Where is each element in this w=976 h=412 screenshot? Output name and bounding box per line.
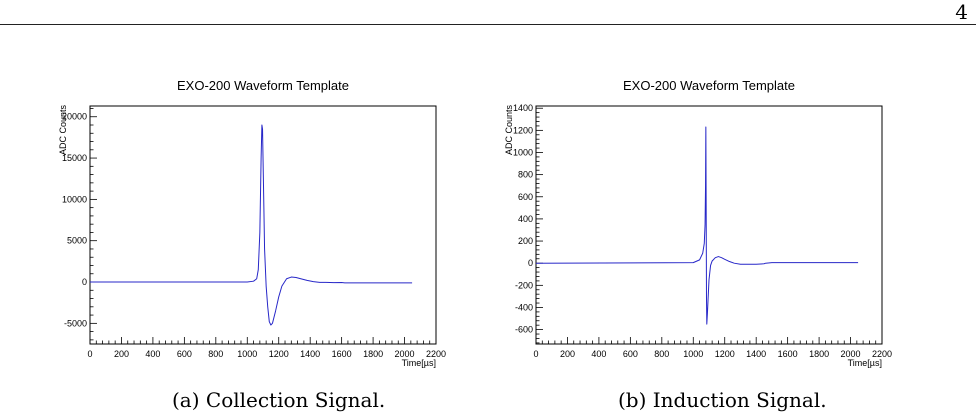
- y-axis-label: ADC Counts: [58, 105, 68, 156]
- induction-signal-plot: EXO-200 Waveform Template 0 200 400 600 800 10…: [504, 78, 892, 368]
- caption-induction: (b) Induction Signal.: [618, 388, 827, 412]
- y-tick-label: 20000: [62, 112, 87, 122]
- page-number: 4: [955, 0, 968, 24]
- x-tick-label: 2200: [426, 349, 446, 359]
- x-tick-label: 1800: [809, 349, 829, 359]
- x-tick-label: 1600: [778, 349, 798, 359]
- y-tick-label: 400: [518, 214, 533, 224]
- x-tick-label: 1600: [332, 349, 352, 359]
- y-tick-label: 15000: [62, 153, 87, 163]
- x-tick-label: 600: [623, 349, 638, 359]
- y-tick-label: 1200: [513, 125, 533, 135]
- x-tick-label: 1400: [300, 349, 320, 359]
- y-tick-label: 0: [528, 258, 533, 268]
- x-tick-label: 1200: [715, 349, 735, 359]
- y-tick-label: 10000: [62, 194, 87, 204]
- x-tick-label: 200: [114, 349, 129, 359]
- caption-collection: (a) Collection Signal.: [172, 388, 386, 412]
- x-tick-label: 800: [654, 349, 669, 359]
- y-tick-label: 0: [82, 277, 87, 287]
- waveform-line: [535, 126, 859, 325]
- y-axis-label: ADC Counts: [504, 105, 514, 156]
- y-tick-label: 5000: [67, 236, 87, 246]
- y-tick-label: -200: [515, 280, 533, 290]
- x-axis-label: Time[µs]: [848, 358, 882, 368]
- header-rule: [0, 24, 976, 25]
- x-tick-label: 2000: [395, 349, 415, 359]
- chart-title: EXO-200 Waveform Template: [623, 78, 795, 93]
- plot-frame: [89, 105, 437, 345]
- induction-signal-chart: EXO-200 Waveform Template 0 200 400 600 800 10…: [498, 70, 898, 375]
- x-tick-label: 1000: [683, 349, 703, 359]
- x-axis-label: Time[µs]: [402, 358, 436, 368]
- y-tick-label: -600: [515, 325, 533, 335]
- x-tick-label: 1200: [269, 349, 289, 359]
- y-tick-label: -400: [515, 302, 533, 312]
- x-tick-label: 1400: [746, 349, 766, 359]
- y-tick-label: -5000: [64, 318, 87, 328]
- chart-title: EXO-200 Waveform Template: [177, 78, 349, 93]
- y-tick-label: 800: [518, 170, 533, 180]
- x-tick-label: 800: [208, 349, 223, 359]
- x-tick-label: 2000: [841, 349, 861, 359]
- plot-frame: [535, 105, 883, 345]
- x-tick-label: 400: [145, 349, 160, 359]
- x-tick-label: 1000: [237, 349, 257, 359]
- x-tick-label: 400: [591, 349, 606, 359]
- y-tick-label: 600: [518, 192, 533, 202]
- x-tick-label: 0: [533, 349, 538, 359]
- x-tick-label: 600: [177, 349, 192, 359]
- x-tick-label: 200: [560, 349, 575, 359]
- x-tick-label: 2200: [872, 349, 892, 359]
- waveform-line: [90, 124, 413, 326]
- collection-signal-chart: EXO-200 Waveform Template 0 200 400 600 800 10…: [52, 70, 452, 375]
- y-tick-label: 1000: [513, 147, 533, 157]
- x-tick-label: 1800: [363, 349, 383, 359]
- y-tick-label: 200: [518, 236, 533, 246]
- y-tick-label: 1400: [513, 103, 533, 113]
- collection-signal-plot: EXO-200 Waveform Template 0 200 400 600 800 10…: [58, 78, 446, 368]
- x-tick-label: 0: [87, 349, 92, 359]
